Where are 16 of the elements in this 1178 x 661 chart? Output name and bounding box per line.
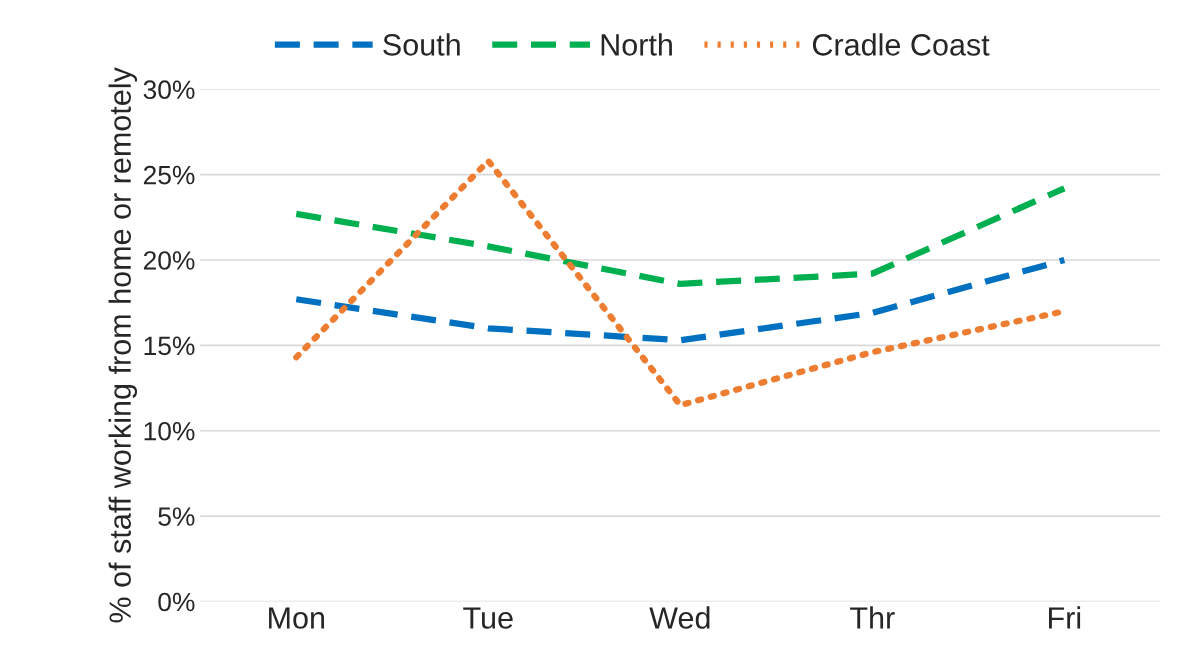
legend-label: North (601, 33, 672, 56)
legend-label: South (383, 33, 460, 56)
x-tick-label: Wed (649, 606, 710, 629)
x-tick-label: Mon (269, 607, 325, 629)
x-tick-label: Tue (463, 607, 513, 629)
y-tick-label: 25% (143, 165, 195, 185)
y-axis-title: % of staff working from home or remotely (108, 67, 138, 623)
legend-label: Cradle Coast (812, 33, 990, 56)
y-tick-label: 15% (144, 336, 195, 356)
y-tick-label: 30% (143, 80, 195, 100)
y-tick-label: 0% (158, 592, 195, 612)
y-tick-label: 10% (144, 421, 195, 441)
y-tick-label: 20% (143, 251, 195, 270)
x-tick-label: Fri (1049, 606, 1081, 629)
y-tick-label: 5% (158, 507, 195, 526)
x-tick-label: Thr (850, 606, 895, 629)
